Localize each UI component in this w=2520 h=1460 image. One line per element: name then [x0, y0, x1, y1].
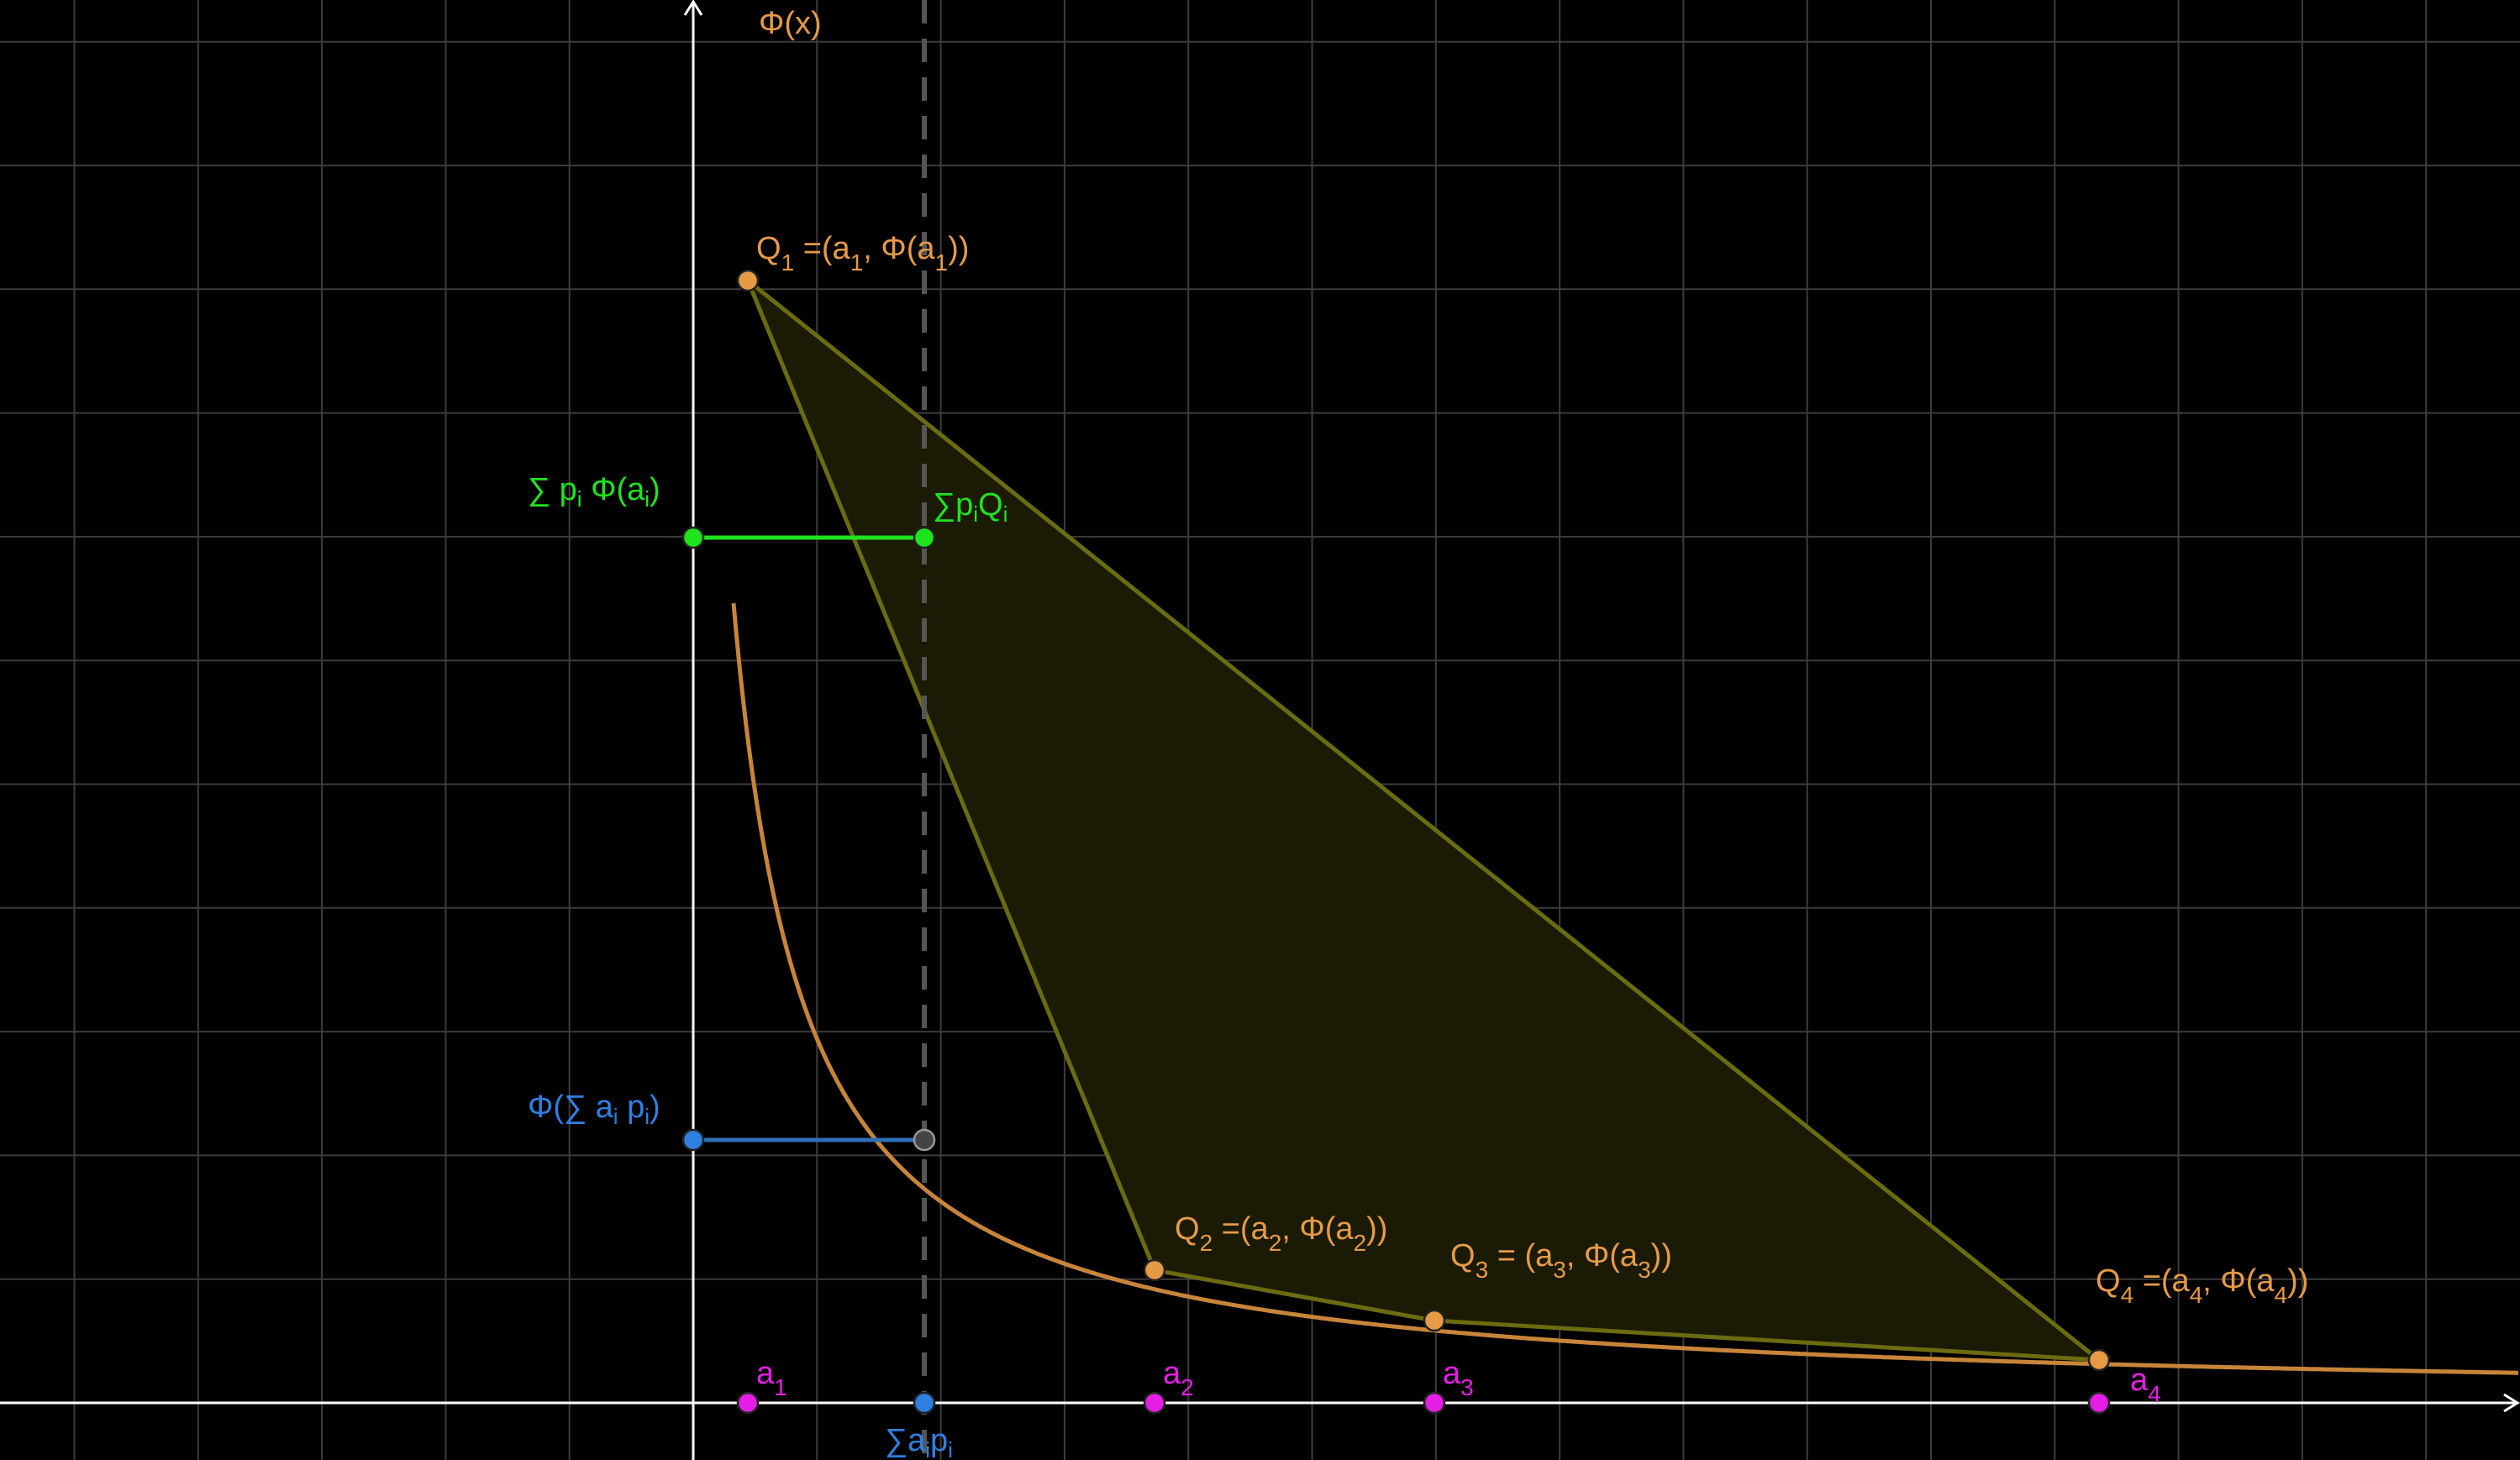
- point-a2[interactable]: [1143, 1391, 1166, 1415]
- point-a3[interactable]: [1423, 1391, 1446, 1415]
- label-q4: Q4 =(a4, Φ(a4)): [2096, 1263, 2308, 1308]
- point-sum-p-phi[interactable]: [681, 526, 705, 549]
- label-a4: a4: [2130, 1363, 2161, 1407]
- label-a2: a2: [1163, 1356, 1194, 1400]
- point-q4[interactable]: [2087, 1348, 2111, 1372]
- phi-curve: [731, 602, 2518, 1375]
- point-phi-sum[interactable]: [681, 1128, 705, 1152]
- point-a4[interactable]: [2087, 1391, 2111, 1415]
- label-a3: a3: [1443, 1356, 1474, 1400]
- label-sum-p-phi: ∑ pi Φ(ai): [528, 472, 660, 512]
- point-q2[interactable]: [1143, 1258, 1166, 1282]
- point-q1[interactable]: [736, 269, 760, 292]
- point-q3[interactable]: [1423, 1309, 1446, 1332]
- label-q3: Q3 = (a3, Φ(a3)): [1450, 1238, 1672, 1283]
- point-a1[interactable]: [736, 1391, 760, 1415]
- label-q2: Q2 =(a2, Φ(a2)): [1175, 1211, 1387, 1256]
- label-sum-pQ: ∑piQi: [933, 487, 1007, 527]
- point-sum-ap[interactable]: [913, 1391, 936, 1415]
- y-axis-arrow: [683, 0, 703, 16]
- label-a1: a1: [756, 1356, 787, 1400]
- label-phi-x: Φ(x): [759, 6, 822, 41]
- label-sum-ap: ∑aipi: [885, 1423, 953, 1460]
- label-phi-sum: Φ(∑ ai pi): [528, 1090, 660, 1129]
- point-curve-at-mean[interactable]: [913, 1128, 936, 1152]
- x-axis-arrow: [2503, 1393, 2520, 1413]
- label-q1: Q1 =(a1, Φ(a1)): [756, 231, 969, 276]
- points: [681, 269, 2111, 1415]
- point-sum-pQ[interactable]: [913, 526, 936, 549]
